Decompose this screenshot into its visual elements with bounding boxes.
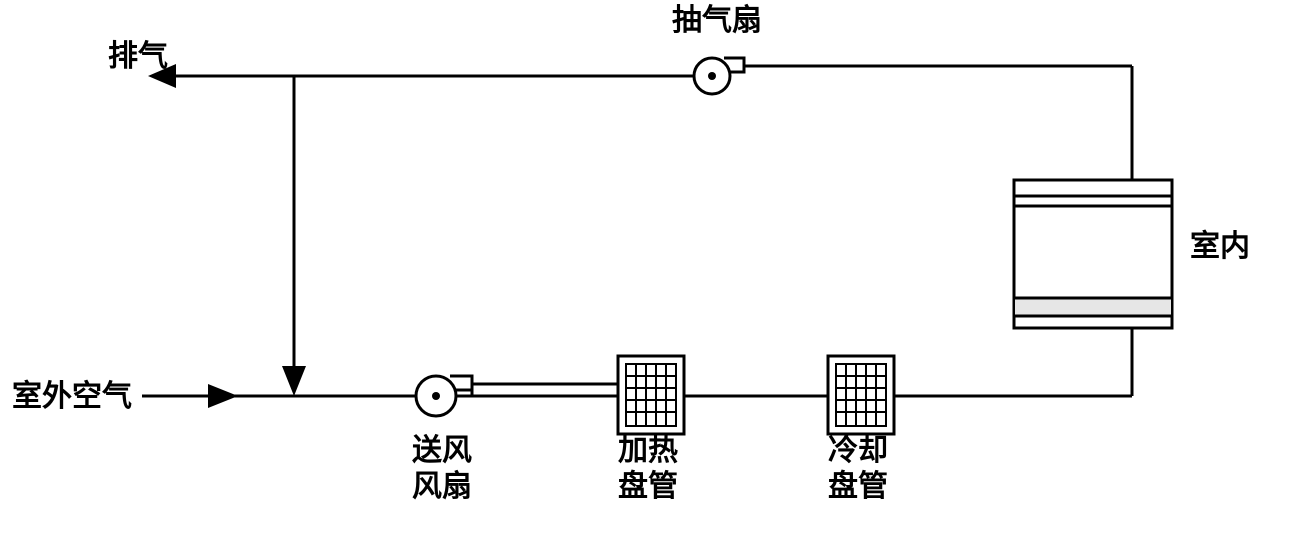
cooling-coil-label-1: 冷却 bbox=[828, 434, 888, 467]
heating-coil-label-2: 盘管 bbox=[618, 469, 678, 503]
exhaust-fan-icon bbox=[694, 58, 744, 94]
cooling-coil-icon bbox=[828, 356, 894, 434]
outdoor-air-label: 室外空气 bbox=[12, 379, 132, 413]
heating-coil-label-1: 加热 bbox=[618, 434, 678, 467]
cooling-coil-label-2: 盘管 bbox=[828, 469, 888, 503]
exhaust-fan-label: 抽气扇 bbox=[672, 4, 762, 37]
heating-coil-icon bbox=[618, 356, 684, 434]
room-box bbox=[1014, 180, 1172, 328]
supply-fan-label-2: 风扇 bbox=[412, 470, 472, 503]
supply-fan-label-1: 送风 bbox=[412, 434, 472, 467]
recirc-arrowhead bbox=[282, 366, 306, 396]
exhaust-label: 排气 bbox=[108, 40, 168, 73]
indoor-label: 室内 bbox=[1190, 229, 1250, 263]
